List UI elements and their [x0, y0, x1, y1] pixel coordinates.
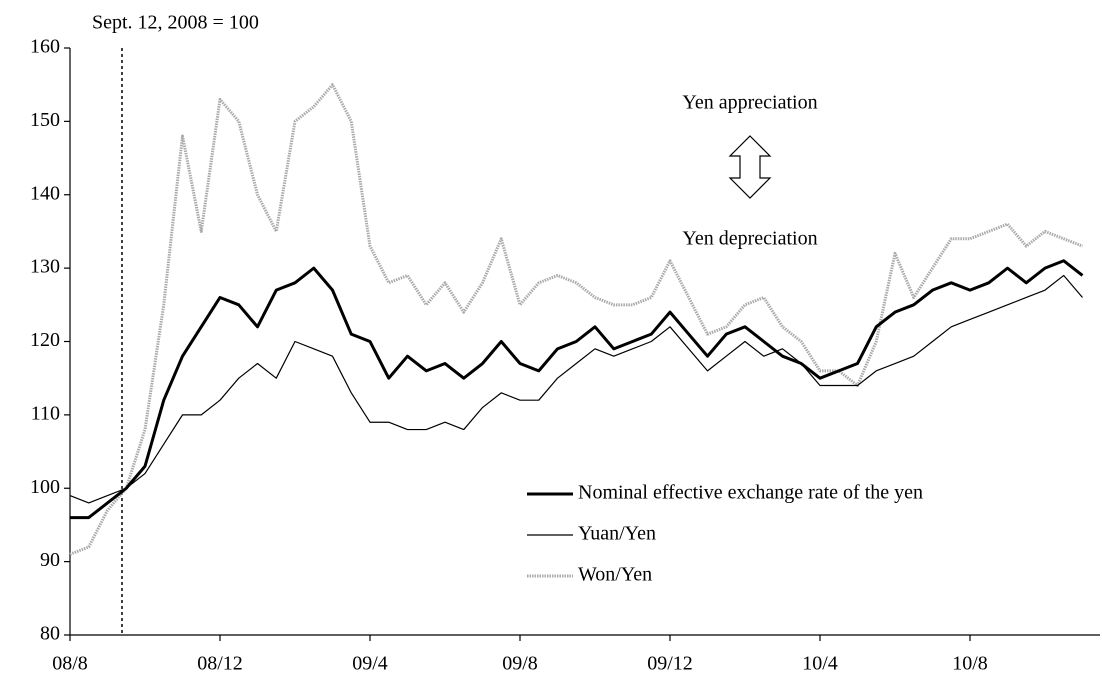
- series-line: [69, 274, 1083, 504]
- series-line: [70, 259, 1084, 520]
- legend-label: Yuan/Yen: [578, 523, 656, 545]
- y-tick-label: 160: [30, 36, 60, 58]
- annotation: Yen depreciation: [682, 228, 817, 250]
- x-tick-label: 09/12: [647, 653, 693, 675]
- y-tick-label: 150: [30, 109, 60, 131]
- y-tick-label: 80: [40, 623, 60, 645]
- x-tick-label: 09/4: [352, 653, 388, 675]
- x-tick-label: 08/8: [52, 653, 88, 675]
- y-tick-label: 140: [30, 182, 60, 204]
- x-tick-label: 10/4: [802, 653, 838, 675]
- x-tick-label: 08/12: [197, 653, 243, 675]
- legend-label: Nominal effective exchange rate of the y…: [578, 482, 923, 504]
- y-tick-label: 120: [30, 329, 60, 351]
- series-line: [69, 83, 1084, 556]
- y-tick-label: 130: [30, 256, 60, 278]
- double-arrow: [728, 135, 772, 199]
- annotation: Yen appreciation: [682, 92, 817, 114]
- y-tick-label: 90: [40, 549, 60, 571]
- y-axis-label: Sept. 12, 2008 = 100: [92, 12, 259, 34]
- y-tick-label: 100: [30, 476, 60, 498]
- x-tick-label: 09/8: [502, 653, 538, 675]
- x-tick-label: 10/8: [952, 653, 988, 675]
- legend-label: Won/Yen: [578, 564, 652, 586]
- y-tick-label: 110: [31, 402, 60, 424]
